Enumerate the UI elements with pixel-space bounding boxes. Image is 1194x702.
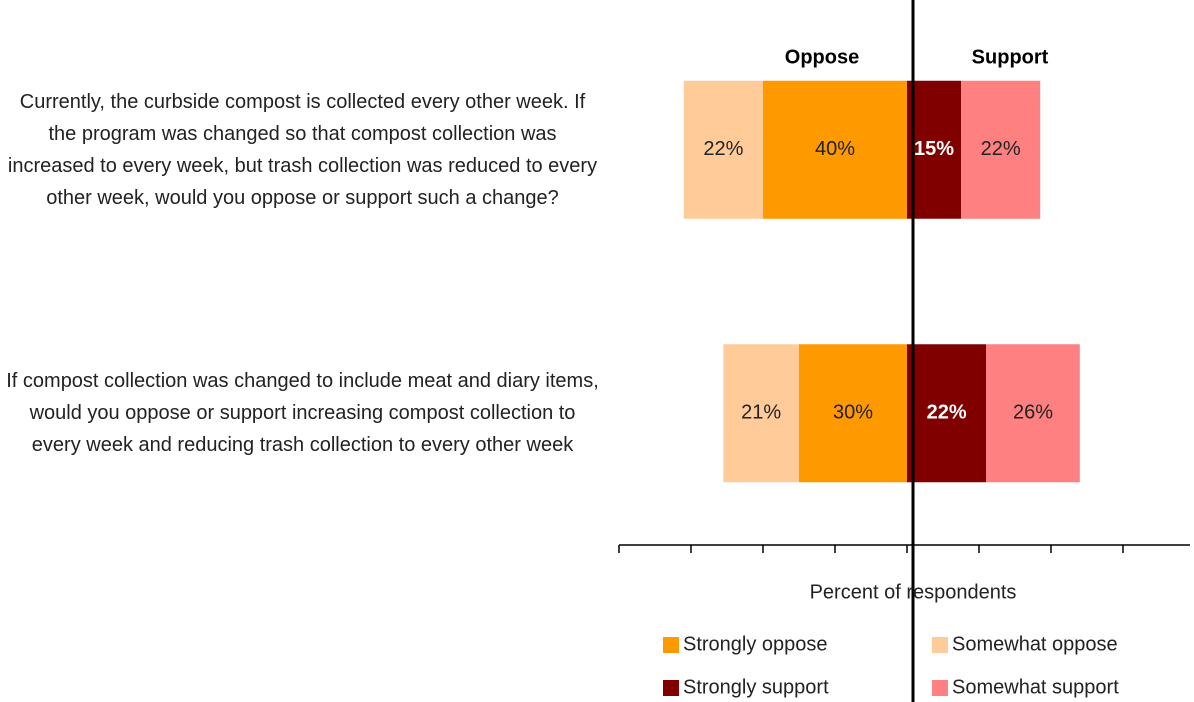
- value-label: 30%: [833, 402, 873, 424]
- bar-segment: [961, 80, 1041, 219]
- legend-label: Strongly oppose: [683, 633, 828, 655]
- category-label: If compost collection was changed to inc…: [6, 370, 599, 457]
- legend-swatch: [663, 680, 679, 696]
- x-axis-label: Percent of respondents: [810, 581, 1017, 603]
- bar-segment: [907, 80, 961, 219]
- legend-swatch: [663, 637, 679, 653]
- bar-segment: [986, 344, 1080, 483]
- value-label: 40%: [815, 138, 855, 160]
- group-label: Support: [972, 46, 1049, 68]
- legend-swatch: [932, 680, 948, 696]
- legend-label: Somewhat oppose: [952, 633, 1118, 655]
- value-label: 26%: [1013, 402, 1053, 424]
- bar-segment: [799, 344, 907, 483]
- bar-segment: [763, 80, 907, 219]
- bar-segment: [723, 344, 799, 483]
- group-label: Oppose: [785, 46, 859, 68]
- legend-label: Somewhat support: [952, 676, 1119, 698]
- value-label: 22%: [927, 402, 967, 424]
- bar-segment: [907, 344, 987, 483]
- legend-swatch: [932, 637, 948, 653]
- value-label: 15%: [914, 138, 954, 160]
- value-label: 21%: [741, 402, 781, 424]
- value-label: 22%: [981, 138, 1021, 160]
- value-label: 22%: [703, 138, 743, 160]
- bar-segment: [683, 80, 763, 219]
- category-label: Currently, the curbside compost is colle…: [7, 90, 598, 209]
- legend-label: Strongly support: [683, 676, 829, 698]
